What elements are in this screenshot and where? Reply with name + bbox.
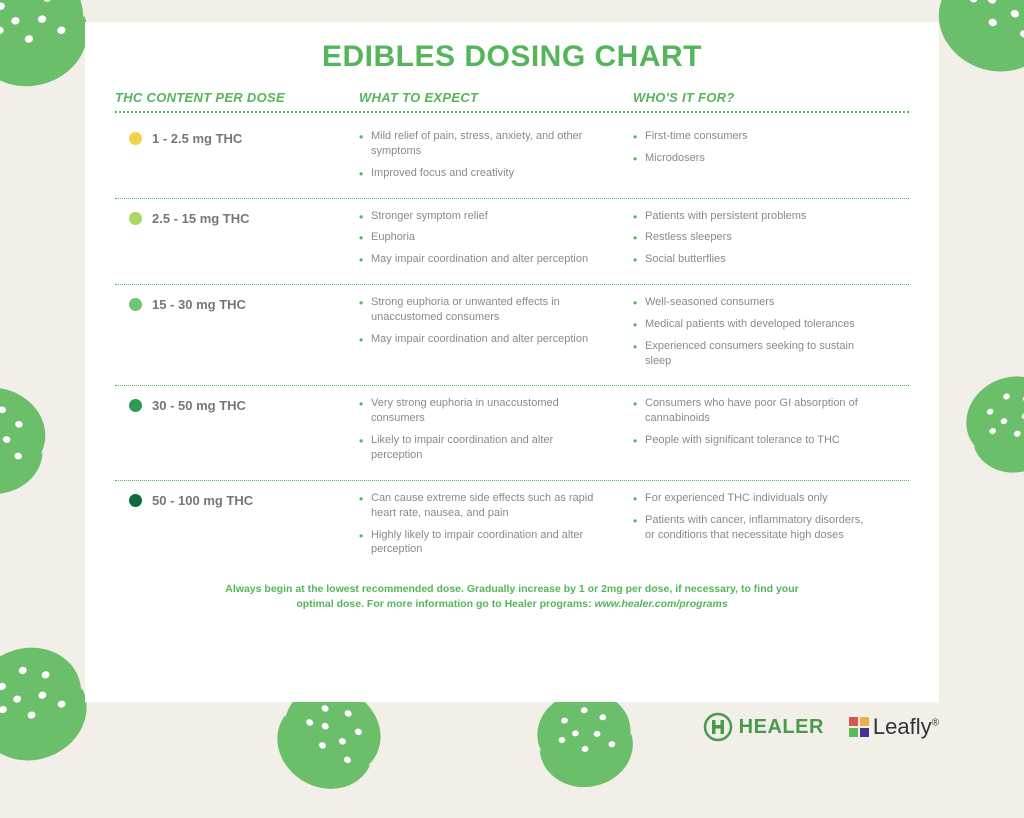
who-item: For experienced THC individuals only	[633, 491, 873, 506]
dose-cell: 15 - 30 mg THC	[115, 295, 345, 375]
dosing-row: 50 - 100 mg THC Can cause extreme side ef…	[115, 481, 909, 574]
dose-cell: 1 - 2.5 mg THC	[115, 129, 345, 188]
cookie-icon	[0, 0, 97, 102]
cookie-icon	[960, 370, 1024, 486]
dose-dot-icon	[129, 494, 142, 507]
dosing-row: 15 - 30 mg THC Strong euphoria or unwante…	[115, 285, 909, 386]
dose-cell: 2.5 - 15 mg THC	[115, 209, 345, 275]
header-what-to-expect: WHAT TO EXPECT	[359, 90, 619, 105]
header-thc-content: THC CONTENT PER DOSE	[115, 90, 345, 105]
who-list: For experienced THC individuals only Pati…	[633, 491, 909, 564]
footer-line1: Always begin at the lowest recommended d…	[225, 583, 798, 595]
who-list: Patients with persistent problems Restles…	[633, 209, 909, 275]
dose-dot-icon	[129, 399, 142, 412]
healer-mark-icon	[703, 712, 733, 742]
healer-logo: HEALER	[703, 712, 824, 742]
expect-list: Very strong euphoria in unaccustomed con…	[359, 396, 619, 469]
who-item: Patients with persistent problems	[633, 209, 873, 224]
dose-dot-icon	[129, 298, 142, 311]
who-item: Social butterflies	[633, 252, 873, 267]
expect-item: Mild relief of pain, stress, anxiety, an…	[359, 129, 599, 159]
dose-label: 1 - 2.5 mg THC	[152, 131, 242, 146]
who-list: First-time consumers Microdosers	[633, 129, 909, 188]
expect-list: Strong euphoria or unwanted effects in u…	[359, 295, 619, 375]
expect-item: May impair coordination and alter percep…	[359, 252, 599, 267]
expect-item: Highly likely to impair coordination and…	[359, 528, 599, 558]
expect-item: May impair coordination and alter percep…	[359, 332, 599, 347]
footer-line2-prefix: optimal dose. For more information go to…	[296, 598, 594, 610]
dose-label: 15 - 30 mg THC	[152, 297, 246, 312]
dose-cell: 30 - 50 mg THC	[115, 396, 345, 469]
expect-item: Improved focus and creativity	[359, 166, 599, 181]
cookie-icon	[930, 0, 1024, 87]
dosing-rows: 1 - 2.5 mg THC Mild relief of pain, stres…	[115, 119, 909, 574]
footer-url: www.healer.com/programs	[594, 598, 727, 610]
header-whos-it-for: WHO'S IT FOR?	[633, 90, 909, 105]
leafly-logo: Leafly®	[848, 714, 939, 740]
who-item: People with significant tolerance to THC	[633, 433, 873, 448]
who-list: Well-seasoned consumers Medical patients …	[633, 295, 909, 375]
page-title: EDIBLES DOSING CHART	[115, 40, 909, 74]
who-item: Restless sleepers	[633, 230, 873, 245]
who-item: Consumers who have poor GI absorption of…	[633, 396, 873, 426]
footer-note: Always begin at the lowest recommended d…	[115, 574, 909, 612]
expect-item: Likely to impair coordination and alter …	[359, 433, 599, 463]
dosing-row: 2.5 - 15 mg THC Stronger symptom relief Eu…	[115, 199, 909, 286]
who-item: Medical patients with developed toleranc…	[633, 317, 873, 332]
dose-cell: 50 - 100 mg THC	[115, 491, 345, 564]
cookie-icon	[0, 380, 54, 509]
dose-label: 30 - 50 mg THC	[152, 398, 246, 413]
cookie-icon	[0, 640, 95, 775]
dose-label: 2.5 - 15 mg THC	[152, 211, 250, 226]
who-item: Experienced consumers seeking to sustain…	[633, 339, 873, 369]
brand-logos: HEALER Leafly®	[703, 712, 939, 742]
dosing-row: 1 - 2.5 mg THC Mild relief of pain, stres…	[115, 119, 909, 199]
cookie-icon	[530, 685, 641, 801]
chart-card: EDIBLES DOSING CHART THC CONTENT PER DOS…	[85, 22, 939, 702]
who-item: Well-seasoned consumers	[633, 295, 873, 310]
expect-item: Can cause extreme side effects such as r…	[359, 491, 599, 521]
dose-dot-icon	[129, 212, 142, 225]
expect-list: Can cause extreme side effects such as r…	[359, 491, 619, 564]
expect-list: Mild relief of pain, stress, anxiety, an…	[359, 129, 619, 188]
leafly-mark-icon	[848, 716, 870, 738]
dose-label: 50 - 100 mg THC	[152, 493, 253, 508]
who-list: Consumers who have poor GI absorption of…	[633, 396, 909, 469]
expect-item: Strong euphoria or unwanted effects in u…	[359, 295, 599, 325]
leafly-logo-text: Leafly®	[873, 714, 939, 740]
dose-dot-icon	[129, 132, 142, 145]
column-headers: THC CONTENT PER DOSE WHAT TO EXPECT WHO'…	[115, 90, 909, 113]
expect-list: Stronger symptom relief Euphoria May impai…	[359, 209, 619, 275]
expect-item: Euphoria	[359, 230, 599, 245]
who-item: First-time consumers	[633, 129, 873, 144]
who-item: Patients with cancer, inflammatory disor…	[633, 513, 873, 543]
who-item: Microdosers	[633, 151, 873, 166]
dosing-row: 30 - 50 mg THC Very strong euphoria in un…	[115, 386, 909, 480]
healer-logo-text: HEALER	[739, 716, 824, 739]
expect-item: Very strong euphoria in unaccustomed con…	[359, 396, 599, 426]
expect-item: Stronger symptom relief	[359, 209, 599, 224]
